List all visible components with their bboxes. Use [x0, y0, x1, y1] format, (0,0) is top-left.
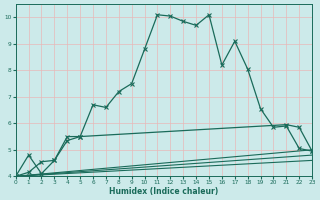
X-axis label: Humidex (Indice chaleur): Humidex (Indice chaleur)	[109, 187, 219, 196]
